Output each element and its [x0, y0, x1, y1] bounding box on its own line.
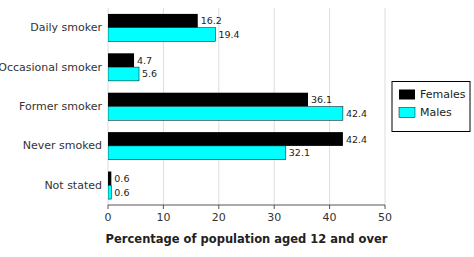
tick-mark	[274, 205, 275, 209]
category-label: Daily smoker	[30, 21, 102, 34]
legend: Females Males	[392, 82, 470, 132]
bar	[108, 14, 198, 28]
category-label: Former smoker	[19, 100, 102, 113]
bars	[108, 14, 343, 199]
tick-label: 10	[156, 211, 170, 224]
bar	[108, 172, 111, 186]
tick-label: 20	[212, 211, 226, 224]
background	[0, 0, 474, 257]
chart: 0 10 20 30 40 50 0.6 42.4 36.1 4.7 16.2 0.6 32.1 42.4…	[0, 0, 474, 257]
data-labels: 0.6 42.4 36.1 4.7 16.2 0.6 32.1 42.4 5.6 19.4	[114, 15, 367, 197]
category-label: Never smoked	[23, 139, 102, 152]
category-label: Occasional smoker	[0, 61, 102, 74]
legend-label: Females	[420, 88, 466, 101]
bar	[108, 132, 343, 146]
grid-line	[385, 8, 386, 205]
legend-swatch	[399, 90, 415, 100]
tick-mark	[329, 205, 330, 209]
tick-label: 50	[378, 211, 392, 224]
x-axis-line	[108, 205, 385, 206]
data-label: 42.4	[346, 108, 367, 119]
bar	[108, 28, 215, 42]
tick-label: 0	[105, 211, 112, 224]
tick-mark	[385, 205, 386, 209]
tick-label: 30	[267, 211, 281, 224]
legend-label: Males	[420, 106, 452, 119]
bar	[108, 67, 139, 81]
data-label: 0.6	[114, 187, 129, 198]
tick-mark	[163, 205, 164, 209]
x-axis-label: Percentage of population aged 12 and ove…	[106, 232, 388, 246]
tick-mark	[218, 205, 219, 209]
bar	[108, 107, 343, 121]
data-label: 32.1	[289, 147, 310, 158]
data-label: 16.2	[201, 15, 222, 26]
data-label: 42.4	[346, 134, 367, 145]
tick-mark	[108, 205, 109, 209]
legend-swatch	[399, 108, 415, 118]
legend-frame	[392, 82, 470, 132]
data-label: 19.4	[218, 29, 239, 40]
bar	[108, 185, 111, 199]
grid	[108, 8, 385, 205]
category-label: Not stated	[44, 179, 102, 192]
data-label: 4.7	[137, 55, 152, 66]
tick-label: 40	[323, 211, 337, 224]
data-label: 5.6	[142, 68, 157, 79]
bar	[108, 53, 134, 67]
data-label: 36.1	[311, 94, 332, 105]
bar	[108, 146, 286, 160]
bar	[108, 93, 308, 107]
data-label: 0.6	[114, 173, 129, 184]
